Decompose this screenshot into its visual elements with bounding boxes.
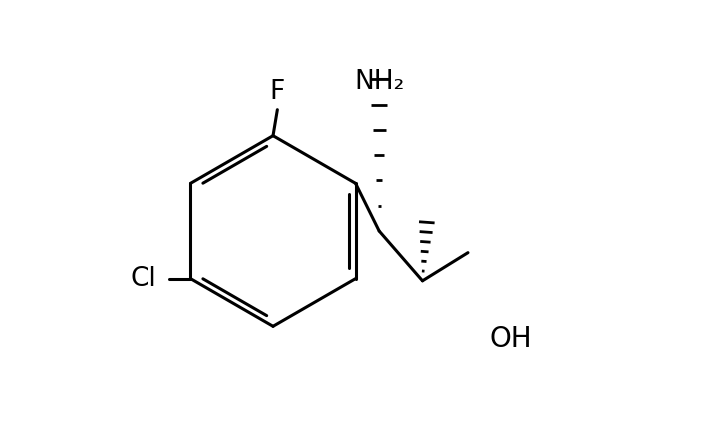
- Text: NH₂: NH₂: [354, 68, 404, 95]
- Text: OH: OH: [489, 325, 532, 353]
- Text: Cl: Cl: [130, 266, 156, 292]
- Text: F: F: [270, 79, 285, 106]
